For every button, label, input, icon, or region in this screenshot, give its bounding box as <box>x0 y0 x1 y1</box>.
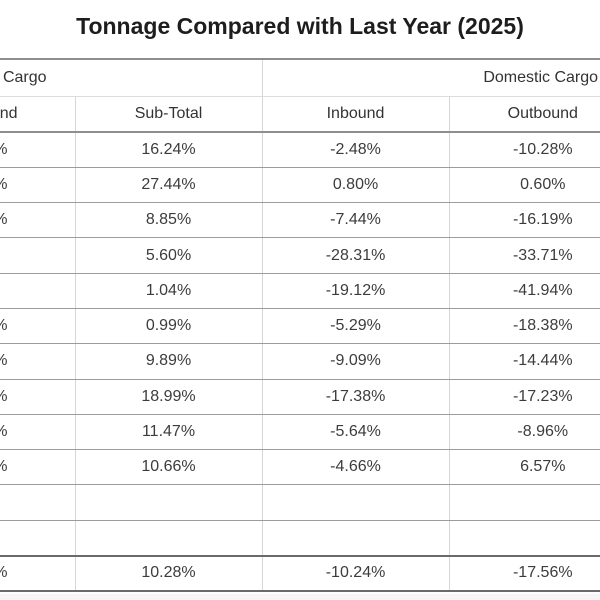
col1-cut-cell <box>0 273 75 309</box>
subtotal-cell: 11.47% <box>74 414 263 451</box>
inbound-cell: -2.48% <box>261 132 450 168</box>
tonnage-table: Cargo Domestic Cargo nd Sub-Total Inboun… <box>0 58 600 592</box>
table-row: %9.89%-9.09%-14.44% <box>0 343 600 380</box>
outbound-cell: -17.23% <box>448 379 600 415</box>
inbound-cell: -17.38% <box>261 379 450 415</box>
group-header-domestic-cargo: Domestic Cargo <box>261 59 600 97</box>
col1-cut-cell: % <box>0 308 75 345</box>
outbound-cell: 0.60% <box>448 167 600 204</box>
table-body: Cargo Domestic Cargo nd Sub-Total Inboun… <box>0 59 600 591</box>
column-header-outbound: Outbound <box>448 96 600 133</box>
inbound-cell: -7.44% <box>261 202 450 239</box>
col1-cut-cell: % <box>0 132 75 168</box>
col1-cut-cell: % <box>0 343 75 380</box>
subtotal-cell: 5.60% <box>74 237 263 274</box>
outbound-cell: -8.96% <box>448 414 600 451</box>
col1-cut-cell: % <box>0 202 75 239</box>
subtotal-cell <box>74 520 263 557</box>
col1-cut-cell <box>0 520 75 557</box>
col1-cut-cell: % <box>0 554 75 591</box>
table-row: 5.60% -28.31% -33.71% <box>0 237 600 274</box>
subtotal-cell: 9.89% <box>74 343 263 380</box>
outbound-cell: -41.94% <box>448 273 600 309</box>
subtotal-cell: 16.24% <box>74 132 263 168</box>
table-row: %8.85%-7.44%-16.19% <box>0 202 600 239</box>
subtotal-cell <box>74 484 263 521</box>
inbound-cell: 0.80% <box>261 167 450 204</box>
table-row: %11.47%-5.64%-8.96% <box>0 414 600 451</box>
table-row: %0.99%-5.29%-18.38% <box>0 308 600 345</box>
inbound-cell <box>261 520 450 557</box>
subtotal-cell: 1.04% <box>74 273 263 309</box>
subtotal-cell: 10.28% <box>74 554 263 591</box>
col1-cut-cell: % <box>0 167 75 204</box>
group-header-row: Cargo Domestic Cargo <box>0 59 600 97</box>
col1-cut-cell <box>0 484 75 521</box>
col1-cut-cell: % <box>0 379 75 415</box>
col1-cut-cell: % <box>0 449 75 486</box>
column-header-subtotal: Sub-Total <box>74 96 263 133</box>
inbound-cell: -9.09% <box>261 343 450 380</box>
table-row: 1.04% -19.12% -41.94% <box>0 273 600 309</box>
empty-row <box>0 520 600 557</box>
subtotal-cell: 18.99% <box>74 379 263 415</box>
inbound-cell: -4.66% <box>261 449 450 486</box>
group-header-left-cargo: Cargo <box>0 59 263 97</box>
outbound-cell <box>448 484 600 521</box>
table-row: %10.66%-4.66%6.57% <box>0 449 600 486</box>
outbound-cell <box>448 520 600 557</box>
outbound-cell: -10.28% <box>448 132 600 168</box>
outbound-cell: -18.38% <box>448 308 600 345</box>
inbound-cell: -28.31% <box>261 237 450 274</box>
outbound-cell: 6.57% <box>448 449 600 486</box>
subtotal-cell: 0.99% <box>74 308 263 345</box>
outbound-cell: -33.71% <box>448 237 600 274</box>
outbound-cell: -14.44% <box>448 343 600 380</box>
inbound-cell: -5.29% <box>261 308 450 345</box>
content-below-table-edge <box>0 594 600 600</box>
col1-cut-cell <box>0 237 75 274</box>
table-row: %18.99%-17.38%-17.23% <box>0 379 600 415</box>
column-header-inbound: Inbound <box>261 96 450 133</box>
table-row: %27.44%0.80%0.60% <box>0 167 600 204</box>
subtotal-cell: 10.66% <box>74 449 263 486</box>
column-header-outbound-cut: nd <box>0 96 75 133</box>
inbound-cell: -5.64% <box>261 414 450 451</box>
col1-cut-cell: % <box>0 414 75 451</box>
inbound-cell: -19.12% <box>261 273 450 309</box>
inbound-cell <box>261 484 450 521</box>
total-row: %10.28%-10.24%-17.56% <box>0 554 600 591</box>
outbound-cell: -17.56% <box>448 554 600 591</box>
table-row: %16.24%-2.48%-10.28% <box>0 132 600 168</box>
outbound-cell: -16.19% <box>448 202 600 239</box>
empty-row <box>0 484 600 521</box>
subtotal-cell: 8.85% <box>74 202 263 239</box>
column-header-row: nd Sub-Total Inbound Outbound <box>0 96 600 133</box>
inbound-cell: -10.24% <box>261 554 450 591</box>
page-title: Tonnage Compared with Last Year (2025) <box>76 13 524 39</box>
subtotal-cell: 27.44% <box>74 167 263 204</box>
